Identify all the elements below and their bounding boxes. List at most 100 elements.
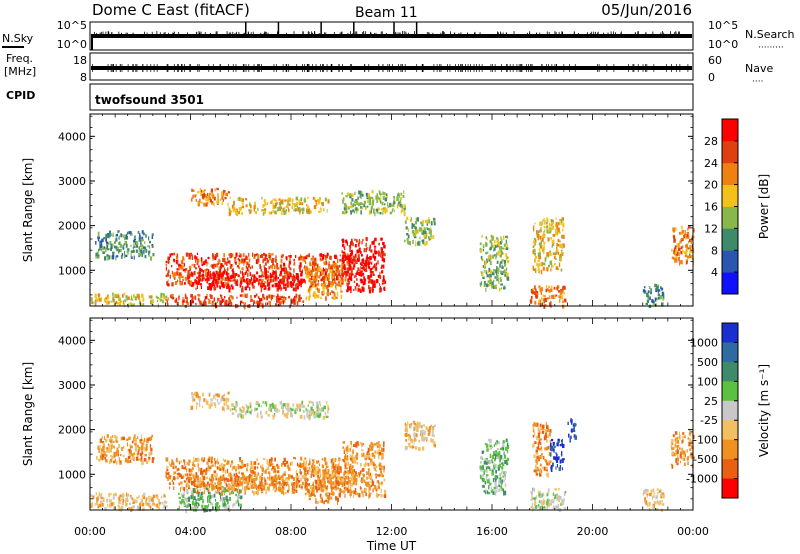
heatmap-cell xyxy=(502,235,505,240)
heatmap-cell xyxy=(352,266,355,270)
heatmap-cell xyxy=(203,469,206,473)
heatmap-cell xyxy=(236,488,238,493)
heatmap-cell xyxy=(188,255,191,258)
noise-baseline xyxy=(91,34,692,38)
heatmap-cell xyxy=(381,270,384,274)
heatmap-cell xyxy=(223,253,225,258)
heatmap-cell xyxy=(192,189,195,192)
heatmap-cell xyxy=(284,477,287,482)
heatmap-cell xyxy=(238,259,241,262)
heatmap-cell xyxy=(338,278,342,281)
nave-dots: ···· xyxy=(752,77,763,87)
heatmap-cell xyxy=(290,284,293,288)
heatmap-cell xyxy=(360,266,362,269)
heatmap-cell xyxy=(189,280,193,285)
heatmap-cell xyxy=(484,283,486,286)
heatmap-cell xyxy=(421,239,424,242)
heatmap-cell xyxy=(486,283,489,288)
heatmap-cell xyxy=(365,492,367,497)
heatmap-cell xyxy=(373,208,375,213)
heatmap-cell xyxy=(310,473,312,479)
heatmap-cell xyxy=(272,295,275,298)
heatmap-cell xyxy=(366,482,370,485)
heatmap-cell xyxy=(329,292,332,296)
heatmap-cell xyxy=(495,269,498,274)
heatmap-cell xyxy=(101,502,104,507)
heatmap-cell xyxy=(191,392,194,396)
heatmap-cell xyxy=(284,206,286,209)
heatmap-cell xyxy=(501,270,504,274)
heatmap-cell xyxy=(272,414,275,417)
heatmap-cell xyxy=(312,196,315,200)
heatmap-cell xyxy=(544,257,547,262)
heatmap-cell xyxy=(551,294,554,299)
heatmap-cell xyxy=(319,258,323,262)
heatmap-cell xyxy=(215,499,216,502)
heatmap-cell xyxy=(359,262,362,266)
heatmap-cell xyxy=(489,273,492,278)
heatmap-cell xyxy=(129,302,132,306)
heatmap-cell xyxy=(372,283,375,288)
heatmap-cell xyxy=(288,474,290,477)
heatmap-cell xyxy=(281,474,284,479)
heatmap-cell xyxy=(200,285,202,290)
heatmap-cell xyxy=(314,411,316,416)
heatmap-cell xyxy=(236,211,238,216)
heatmap-cell xyxy=(281,298,284,303)
heatmap-cell xyxy=(239,252,241,255)
heatmap-cell xyxy=(273,413,276,417)
heatmap-cell xyxy=(558,231,561,234)
heatmap-cell xyxy=(484,264,487,267)
heatmap-cell xyxy=(292,403,295,407)
heatmap-cell xyxy=(253,474,256,477)
heatmap-cell xyxy=(271,476,274,480)
heatmap-cell xyxy=(343,448,347,451)
heatmap-cell xyxy=(368,484,370,488)
heatmap-cell xyxy=(241,212,243,215)
heatmap-cell xyxy=(126,296,129,301)
heatmap-cell xyxy=(504,247,506,250)
heatmap-cell xyxy=(361,203,364,206)
heatmap-cell xyxy=(225,192,228,196)
heatmap-cell xyxy=(337,269,340,274)
heatmap-cell xyxy=(165,505,168,508)
heatmap-cell xyxy=(277,486,281,492)
heatmap-cell xyxy=(249,468,252,472)
heatmap-cell xyxy=(326,465,329,468)
heatmap-cell xyxy=(321,458,324,461)
heatmap-cell xyxy=(217,461,220,465)
heatmap-cell xyxy=(168,486,171,490)
heatmap-cell xyxy=(689,249,692,253)
heatmap-cell xyxy=(480,281,482,286)
heatmap-cell xyxy=(237,283,239,287)
heatmap-cell xyxy=(559,253,562,257)
heatmap-cell xyxy=(187,503,191,507)
heatmap-cell xyxy=(321,283,324,287)
heatmap-cell xyxy=(223,467,225,471)
heatmap-cell xyxy=(327,409,329,414)
heatmap-cell xyxy=(133,243,135,247)
heatmap-cell xyxy=(556,224,559,230)
heatmap-cell xyxy=(174,276,176,280)
heatmap-cell xyxy=(343,450,346,454)
heatmap-cell xyxy=(221,463,223,468)
heatmap-cell xyxy=(348,466,351,471)
heatmap-cell xyxy=(297,280,299,283)
heatmap-cell xyxy=(303,259,306,263)
heatmap-cell xyxy=(298,208,301,213)
heatmap-cell xyxy=(142,298,145,302)
heatmap-cell xyxy=(332,459,336,462)
heatmap-cell xyxy=(548,230,552,234)
heatmap-cell xyxy=(500,287,503,290)
heatmap-cell xyxy=(317,414,321,418)
heatmap-cell xyxy=(675,251,679,256)
heatmap-cell xyxy=(193,264,196,267)
heatmap-cell xyxy=(193,270,196,276)
heatmap-cell xyxy=(349,265,351,269)
heatmap-cell xyxy=(563,285,566,290)
heatmap-cell xyxy=(222,284,225,289)
heatmap-cell xyxy=(151,301,153,306)
heatmap-cell xyxy=(309,294,311,298)
heatmap-cell xyxy=(499,246,501,250)
heatmap-cell xyxy=(117,295,120,299)
